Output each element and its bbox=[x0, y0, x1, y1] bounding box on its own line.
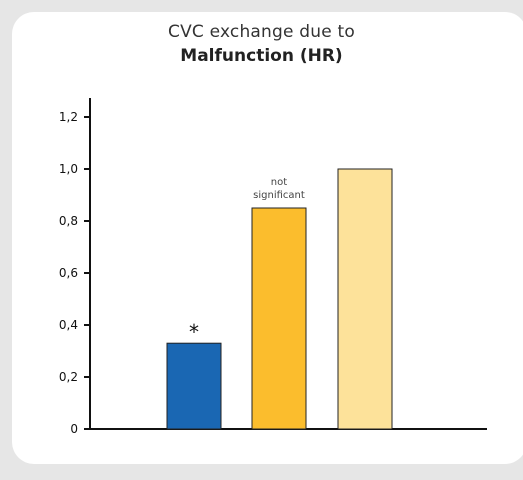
y-axis: 0 0,2 0,4 0,6 0,8 1,0 1,2 bbox=[59, 98, 91, 436]
y-tick-label: 0,6 bbox=[59, 266, 78, 280]
y-tick-label: 0,8 bbox=[59, 214, 78, 228]
y-tick-label: 1,0 bbox=[59, 162, 78, 176]
y-tick-label: 0 bbox=[70, 422, 78, 436]
bar-2 bbox=[251, 207, 307, 430]
y-tick-label: 0,2 bbox=[59, 370, 78, 384]
significance-star: * bbox=[189, 320, 199, 344]
y-tick-label: 0,4 bbox=[59, 318, 78, 332]
bars bbox=[166, 168, 393, 430]
bar-3 bbox=[337, 168, 393, 430]
y-tick-label: 1,2 bbox=[59, 110, 78, 124]
annotations: * not significant bbox=[189, 177, 305, 344]
bar-1 bbox=[166, 342, 222, 430]
chart-title: CVC exchange due to bbox=[168, 22, 355, 42]
bar-annotation-line: not bbox=[271, 177, 287, 188]
bar-annotation-line: significant bbox=[253, 190, 305, 201]
chart-subtitle: Malfunction (HR) bbox=[180, 46, 343, 66]
